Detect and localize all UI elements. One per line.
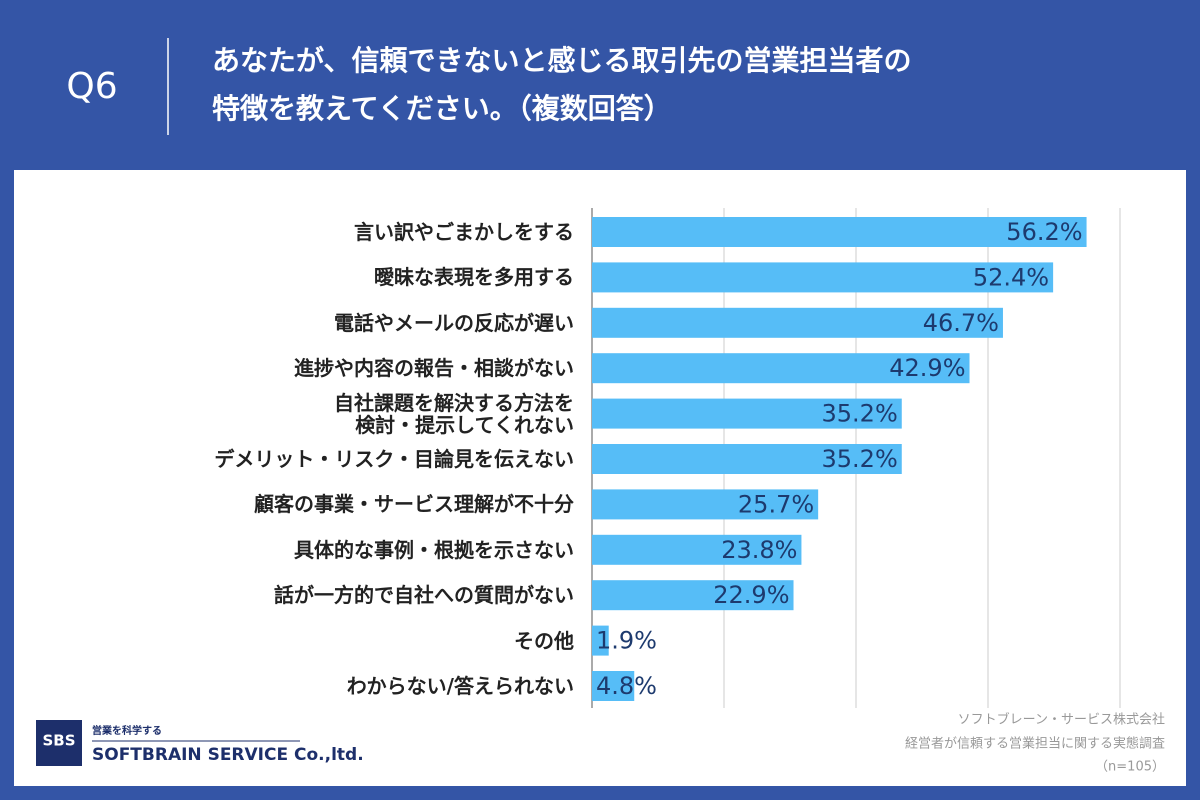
value-label: 22.9% [713,581,789,609]
source: （n=105） [1095,760,1165,775]
bar [592,398,902,429]
category-label: 電話やメールの反応が遅い [334,310,574,335]
bar [592,444,902,474]
value-label: 4.8% [596,672,657,700]
bar [592,580,794,611]
bar [592,217,1087,247]
bar [592,534,802,565]
title: あなたが、信頼できないと感じる取引先の営業担当者の [212,44,911,77]
bar [592,307,1003,338]
bar [592,489,819,520]
bar [592,625,609,656]
category-label: 話が一方的で自社への質問がない [274,583,574,608]
source: ソフトブレーン・サービス株式会社 [958,712,1165,728]
value-label: 35.2% [822,445,898,473]
category-label: 言い訳やごまかしをする [354,220,574,244]
value-label: 1.9% [596,627,657,655]
logo-mark: SBS [42,732,75,750]
value-label: 25.7% [738,490,814,518]
logo-tagline: 営業を科学する [92,724,162,737]
category-label: わからない/答えられない [346,674,574,698]
value-label: 23.8% [721,536,797,564]
question: Q6 [66,66,117,107]
value-label: 56.2% [1006,218,1082,246]
source: 経営者が信頼する営業担当に関する実態調査 [905,736,1165,752]
value-label: 46.7% [923,309,999,337]
value-label: 35.2% [822,400,898,428]
title: 特徴を教えてください。（複数回答） [212,92,672,125]
category-label: 顧客の事業・サービス理解が不十分 [254,492,574,517]
bar [592,353,970,384]
value-label: 42.9% [889,354,965,382]
bar [592,671,635,701]
logo-company: SOFTBRAIN SERVICE Co.,ltd. [92,745,364,765]
category-label: 進捗や内容の報告・相談がない [294,356,574,381]
bar [592,262,1054,293]
category-label: 曖昧な表現を多用する [374,265,574,290]
category-label: 自社課題を解決する方法を 検討・提示してくれない [334,390,574,437]
category-label: その他 [514,628,574,653]
logo-box [36,720,82,766]
category-label: 具体的な事例・根拠を示さない [294,537,574,562]
category-label: デメリット・リスク・目論見を伝えない [214,447,574,471]
value-label: 52.4% [973,263,1049,291]
